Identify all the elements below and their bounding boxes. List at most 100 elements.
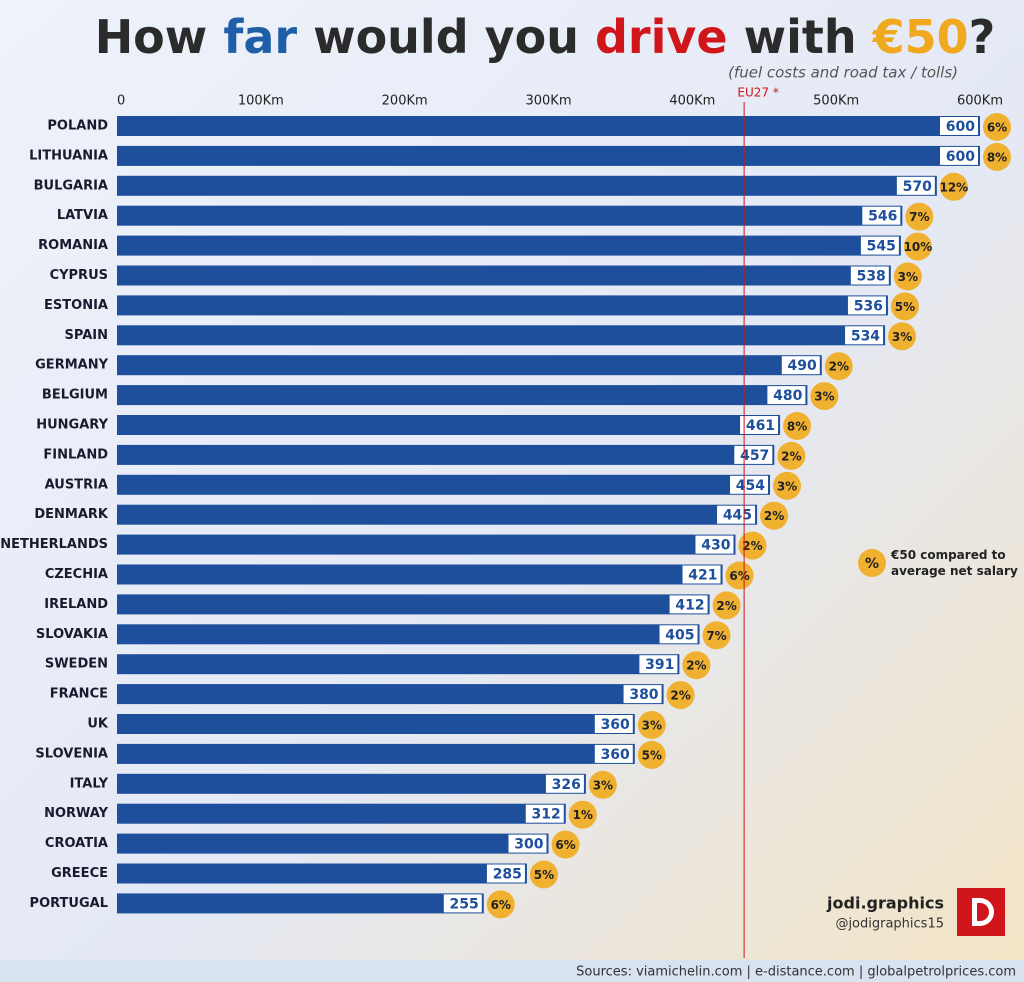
value-label: 457	[740, 448, 769, 464]
category-label: HUNGARY	[36, 418, 108, 433]
bar	[117, 654, 680, 675]
bar	[117, 265, 891, 286]
category-label: CYPRUS	[50, 268, 108, 283]
bar	[117, 893, 484, 914]
bar	[117, 474, 771, 495]
bar	[117, 355, 822, 376]
salary-share-label: 5%	[895, 300, 915, 314]
value-label: 300	[514, 837, 543, 853]
category-label: SPAIN	[65, 328, 108, 343]
x-tick-label: 400Km	[669, 94, 715, 109]
value-label: 421	[688, 568, 717, 584]
salary-share-marker	[568, 800, 597, 829]
salary-share-marker	[702, 621, 731, 650]
salary-share-label: 1%	[573, 808, 593, 822]
salary-share-marker	[905, 202, 934, 231]
category-label: GREECE	[51, 866, 108, 881]
salary-share-marker	[888, 322, 917, 351]
value-label: 570	[903, 179, 932, 195]
value-label: 538	[857, 269, 886, 285]
legend-marker	[858, 549, 886, 577]
brand-logo-mark	[972, 898, 994, 926]
category-label: IRELAND	[44, 597, 108, 612]
salary-share-marker	[738, 531, 767, 560]
salary-share-marker	[773, 471, 802, 500]
value-label: 380	[629, 687, 658, 703]
salary-share-marker	[777, 441, 806, 470]
value-label: 534	[851, 328, 880, 344]
salary-share-label: 2%	[742, 539, 762, 553]
category-label: CZECHIA	[45, 567, 108, 582]
brand-handle: @jodigraphics15	[835, 917, 944, 932]
salary-share-marker	[637, 711, 666, 739]
value-label-bg	[639, 655, 678, 674]
salary-share-marker	[890, 292, 919, 321]
category-label: SLOVAKIA	[36, 627, 108, 642]
value-label-bg	[545, 774, 584, 793]
salary-share-marker	[551, 830, 580, 859]
value-label: 545	[867, 239, 896, 255]
category-label: NORWAY	[44, 806, 109, 821]
salary-share-label: 6%	[491, 898, 511, 912]
bar	[117, 534, 736, 555]
value-label: 405	[665, 627, 694, 643]
title-part: with	[728, 10, 873, 64]
title-part: How	[95, 10, 224, 64]
value-label-bg	[896, 176, 935, 195]
salary-share-marker	[939, 172, 968, 201]
category-label: ITALY	[70, 776, 109, 791]
bar	[117, 235, 901, 256]
value-label: 360	[601, 747, 630, 763]
bar	[117, 743, 635, 764]
x-tick-label: 0	[117, 94, 125, 109]
bar	[117, 504, 758, 525]
x-tick-label: 100Km	[238, 94, 284, 109]
bar	[117, 624, 700, 645]
category-label: ROMANIA	[38, 238, 108, 253]
title-part: far	[223, 10, 297, 64]
salary-share-marker	[682, 651, 711, 680]
category-label: DENMARK	[34, 507, 109, 522]
salary-share-marker	[903, 232, 932, 261]
category-label: ESTONIA	[44, 298, 108, 313]
category-label: PORTUGAL	[30, 896, 108, 911]
category-label: NETHERLANDS	[0, 537, 108, 552]
bar	[117, 205, 903, 226]
bar	[117, 295, 888, 316]
bar	[117, 145, 980, 166]
salary-share-label: 6%	[987, 121, 1007, 135]
bar	[117, 116, 980, 136]
value-label-bg	[781, 356, 820, 375]
category-label: BULGARIA	[34, 178, 108, 193]
bar	[117, 833, 549, 854]
bar	[117, 773, 586, 794]
salary-share-label: 2%	[686, 659, 706, 673]
salary-share-label: 3%	[814, 390, 834, 404]
category-label: LATVIA	[57, 208, 108, 223]
salary-share-label: 10%	[904, 240, 933, 254]
salary-share-label: 5%	[534, 868, 554, 882]
salary-share-label: 2%	[829, 360, 849, 374]
salary-share-marker	[529, 860, 558, 889]
bar	[117, 564, 723, 585]
value-label-bg	[767, 386, 806, 405]
category-label: LITHUANIA	[29, 148, 108, 163]
value-label-bg	[623, 685, 662, 704]
salary-share-label: 8%	[787, 420, 807, 434]
legend-label-line: average net salary	[891, 564, 1018, 578]
salary-share-label: 7%	[909, 210, 929, 224]
value-label: 480	[773, 388, 802, 404]
category-label: BELGIUM	[42, 388, 108, 403]
salary-share-marker	[824, 352, 853, 381]
value-label-bg	[862, 206, 901, 225]
bar	[117, 714, 635, 734]
salary-share-label: 3%	[642, 719, 662, 733]
value-label: 285	[493, 867, 522, 883]
brand-logo	[957, 888, 1005, 936]
value-label-bg	[594, 744, 633, 763]
salary-share-label: 3%	[593, 778, 613, 792]
category-label: SWEDEN	[45, 657, 108, 672]
salary-share-label: 12%	[939, 180, 968, 194]
value-label: 445	[723, 508, 752, 524]
value-label-bg	[847, 296, 886, 315]
